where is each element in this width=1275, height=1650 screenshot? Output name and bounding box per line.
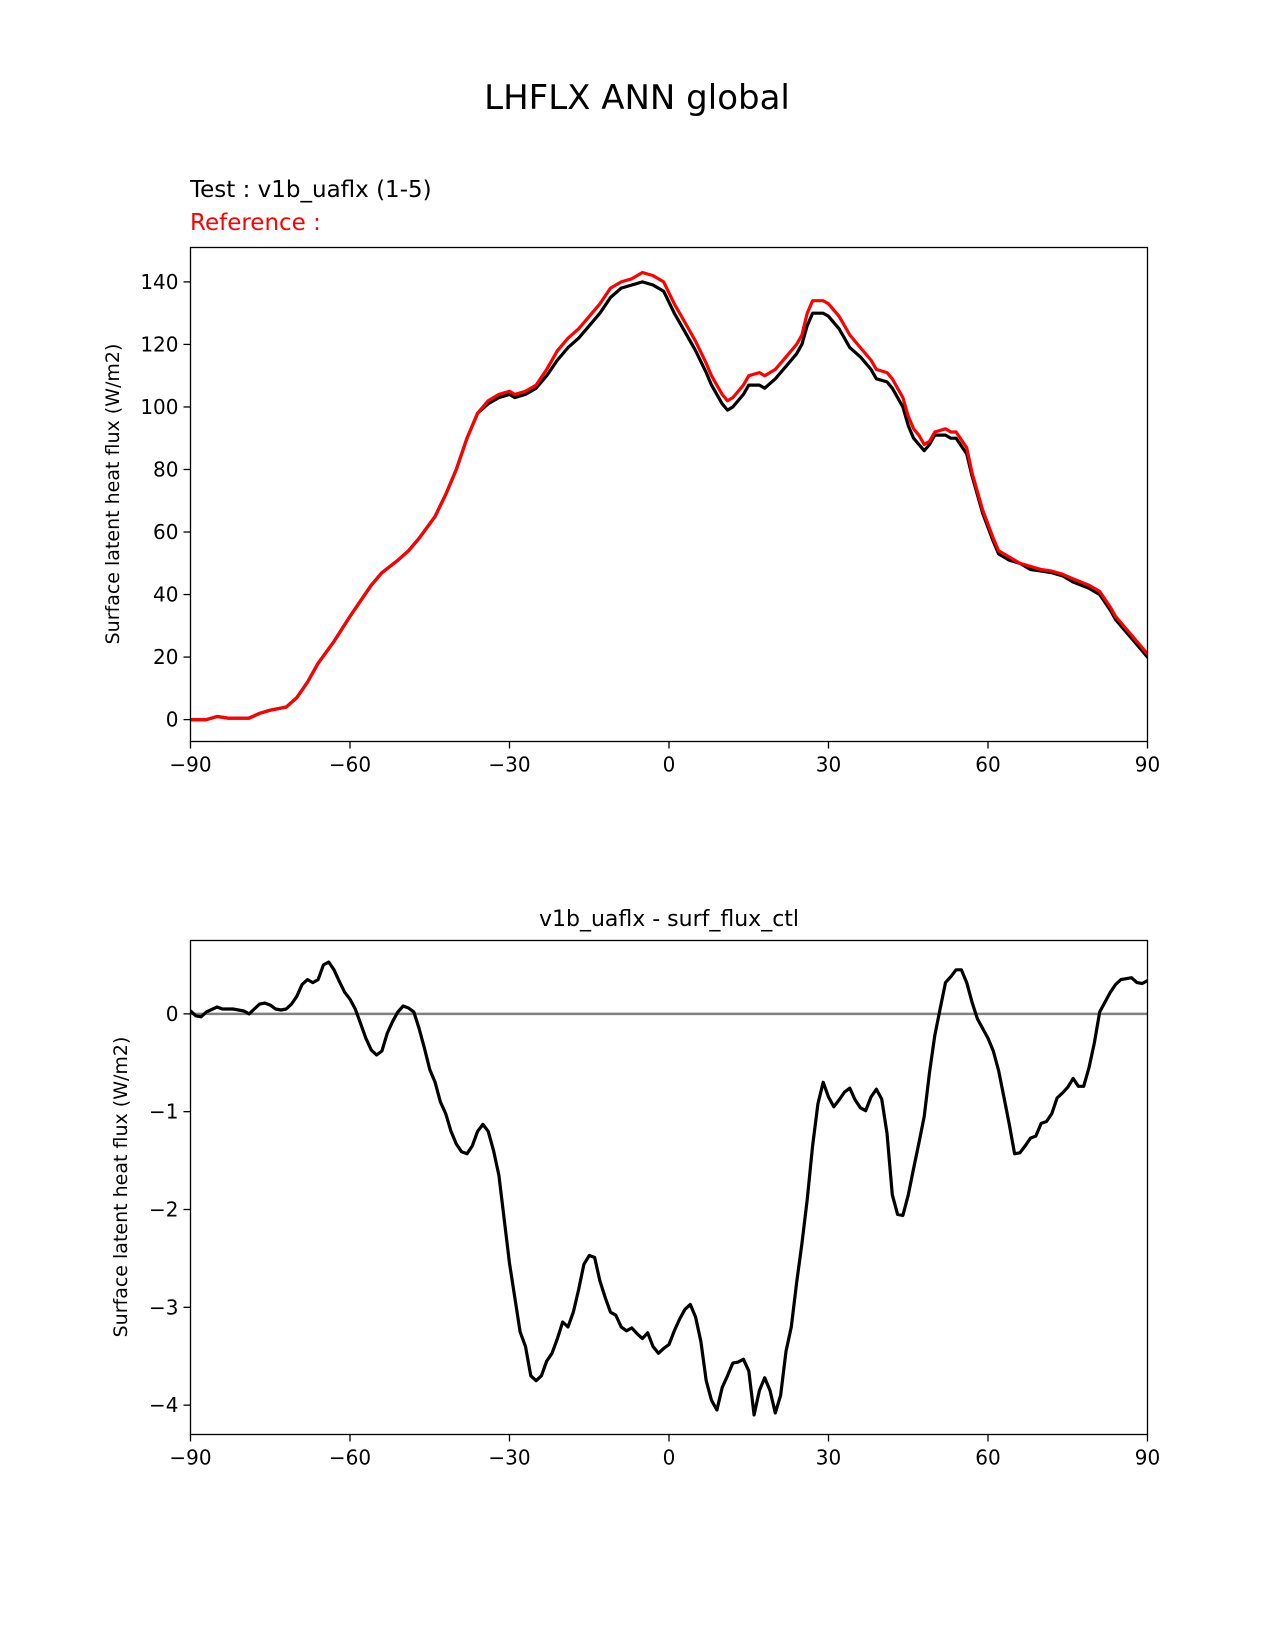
reference-annotation: Reference :: [190, 210, 321, 236]
top-x-tick-label: 30: [816, 753, 841, 777]
top-y-tick-label: 120: [140, 332, 178, 356]
test-annotation: Test : v1b_uaflx (1-5): [189, 177, 432, 203]
top-x-tick-label: −30: [488, 753, 530, 777]
top-y-tick-label: 60: [153, 520, 178, 544]
bottom-x-tick-label: 60: [975, 1446, 1000, 1470]
top-y-tick-label: 40: [153, 583, 178, 607]
bottom-panel: v1b_uaflx - surf_flux_ctl Surface latent…: [110, 907, 1160, 1470]
bottom-x-tick-label: 90: [1135, 1446, 1160, 1470]
top-y-tick-label: 100: [140, 395, 178, 419]
top-ticks: −90 −60 −30 0 30 60 90 0 20 40 60 80 100 120 140: [140, 270, 1160, 777]
bottom-y-tick-label: −3: [149, 1295, 178, 1319]
top-lines: [190, 270, 1148, 722]
bottom-x-tick-label: −60: [329, 1446, 371, 1470]
bottom-series-difference-line: [190, 960, 1148, 1417]
top-series-test-line: [190, 280, 1148, 722]
top-x-tick-label: −90: [169, 753, 211, 777]
top-y-tick-label: 20: [153, 645, 178, 669]
bottom-x-tick-label: −30: [488, 1446, 530, 1470]
top-y-tick-label: 80: [153, 457, 178, 481]
top-series-reference-line: [190, 270, 1148, 722]
top-panel: Test : v1b_uaflx (1-5) Reference : Surfa…: [102, 177, 1160, 777]
bottom-y-tick-label: 0: [166, 1002, 179, 1026]
top-y-axis-label: Surface latent heat flux (W/m2): [102, 344, 124, 645]
top-x-tick-label: 0: [663, 753, 676, 777]
bottom-panel-title: v1b_uaflx - surf_flux_ctl: [539, 907, 799, 932]
bottom-y-tick-label: −4: [149, 1393, 178, 1417]
bottom-y-tick-label: −2: [149, 1198, 178, 1222]
bottom-x-tick-label: −90: [169, 1446, 211, 1470]
figure-title: LHFLX ANN global: [484, 78, 790, 118]
bottom-ticks: −90 −60 −30 0 30 60 90 −4 −3 −2 −1 0: [149, 1002, 1160, 1470]
top-y-tick-label: 140: [140, 270, 178, 294]
bottom-y-tick-label: −1: [149, 1100, 178, 1124]
bottom-y-axis-label: Surface latent heat flux (W/m2): [110, 1037, 132, 1338]
bottom-x-tick-label: 30: [816, 1446, 841, 1470]
top-y-tick-label: 0: [166, 708, 179, 732]
top-x-tick-label: −60: [329, 753, 371, 777]
top-x-tick-label: 60: [975, 753, 1000, 777]
top-x-tick-label: 90: [1135, 753, 1160, 777]
bottom-plot-frame: [189, 939, 1149, 1436]
bottom-x-tick-label: 0: [663, 1446, 676, 1470]
bottom-lines: [190, 960, 1148, 1417]
top-plot-frame: [189, 246, 1149, 743]
